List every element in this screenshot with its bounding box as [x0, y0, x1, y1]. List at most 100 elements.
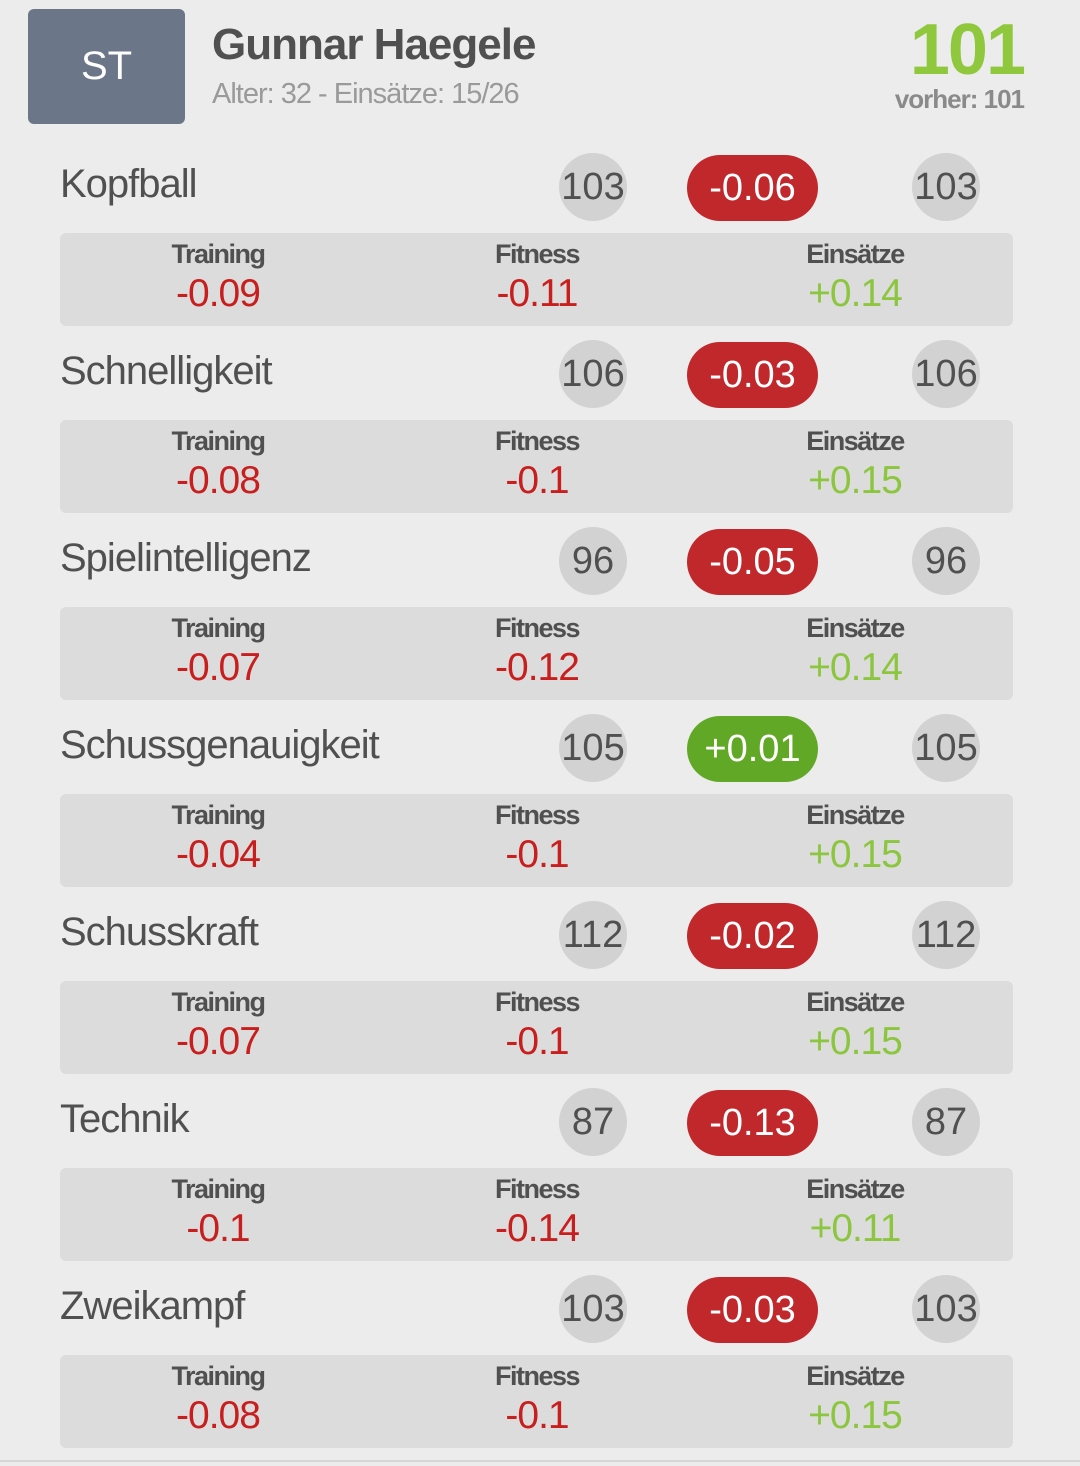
- skill-delta-badge: -0.02: [687, 903, 818, 969]
- player-meta: Alter: 32 - Einsätze: 15/26: [212, 78, 520, 110]
- skill-delta-badge: -0.13: [687, 1090, 818, 1156]
- skill-breakdown: Training -0.04 Fitness -0.1 Einsätze +0.…: [60, 794, 1013, 887]
- einsaetze-value: +0.14: [808, 272, 903, 315]
- training-value: -0.04: [176, 833, 261, 876]
- skill-breakdown: Training -0.08 Fitness -0.1 Einsätze +0.…: [60, 1355, 1013, 1448]
- skill-value-before: 96: [559, 527, 627, 595]
- fitness-column: Fitness -0.1: [417, 981, 657, 1064]
- skill-value-after: 105: [912, 714, 980, 782]
- skill-delta-badge: +0.01: [687, 716, 818, 782]
- training-value: -0.09: [176, 272, 261, 315]
- skill-breakdown: Training -0.1 Fitness -0.14 Einsätze +0.…: [60, 1168, 1013, 1261]
- einsaetze-column: Einsätze +0.11: [735, 1168, 975, 1251]
- training-label: Training: [171, 1174, 266, 1204]
- fitness-column: Fitness -0.12: [417, 607, 657, 690]
- skill-value-before: 106: [559, 340, 627, 408]
- skill-value-before: 87: [559, 1088, 627, 1156]
- einsaetze-column: Einsätze +0.15: [735, 981, 975, 1064]
- skill-delta-badge: -0.03: [687, 1277, 818, 1343]
- fitness-label: Fitness: [494, 426, 581, 456]
- fitness-value: -0.1: [505, 459, 569, 502]
- skill-row: Spielintelligenz 96 -0.05 96 Training -0…: [0, 524, 1080, 711]
- einsaetze-label: Einsätze: [806, 426, 905, 456]
- fitness-label: Fitness: [494, 987, 581, 1017]
- training-label: Training: [171, 613, 266, 643]
- skill-name: Zweikampf: [60, 1284, 245, 1328]
- bottom-divider: [0, 1460, 1080, 1462]
- einsaetze-value: +0.15: [808, 459, 903, 502]
- skill-name: Schnelligkeit: [60, 349, 273, 393]
- training-column: Training -0.08: [98, 1355, 338, 1438]
- training-label: Training: [171, 1361, 266, 1391]
- einsaetze-value: +0.14: [808, 646, 903, 689]
- skill-value-after: 112: [912, 901, 980, 969]
- player-header: ST Gunnar Haegele Alter: 32 - Einsätze: …: [0, 0, 1080, 140]
- training-label: Training: [171, 987, 266, 1017]
- skill-breakdown: Training -0.07 Fitness -0.12 Einsätze +0…: [60, 607, 1013, 700]
- fitness-value: -0.12: [495, 646, 580, 689]
- skill-breakdown: Training -0.08 Fitness -0.1 Einsätze +0.…: [60, 420, 1013, 513]
- einsaetze-value: +0.15: [808, 1394, 903, 1437]
- fitness-value: -0.1: [505, 1020, 569, 1063]
- previous-rating: vorher: 101: [894, 84, 1025, 114]
- skill-value-before: 105: [559, 714, 627, 782]
- einsaetze-column: Einsätze +0.15: [735, 1355, 975, 1438]
- skill-name: Technik: [60, 1097, 190, 1141]
- skill-breakdown: Training -0.07 Fitness -0.1 Einsätze +0.…: [60, 981, 1013, 1074]
- training-label: Training: [171, 426, 266, 456]
- skill-delta-badge: -0.03: [687, 342, 818, 408]
- einsaetze-label: Einsätze: [806, 613, 905, 643]
- training-column: Training -0.04: [98, 794, 338, 877]
- einsaetze-label: Einsätze: [806, 239, 905, 269]
- skill-name: Kopfball: [60, 162, 198, 206]
- skill-value-after: 96: [912, 527, 980, 595]
- training-value: -0.08: [176, 459, 261, 502]
- training-value: -0.07: [176, 646, 261, 689]
- skill-row: Schnelligkeit 106 -0.03 106 Training -0.…: [0, 337, 1080, 524]
- einsaetze-column: Einsätze +0.14: [735, 233, 975, 316]
- skill-row: Kopfball 103 -0.06 103 Training -0.09 Fi…: [0, 150, 1080, 337]
- einsaetze-column: Einsätze +0.15: [735, 794, 975, 877]
- einsaetze-label: Einsätze: [806, 1174, 905, 1204]
- fitness-value: -0.14: [495, 1207, 580, 1250]
- fitness-value: -0.1: [505, 833, 569, 876]
- skill-name: Schussgenauigkeit: [60, 723, 380, 767]
- fitness-label: Fitness: [494, 1361, 581, 1391]
- player-rating: 101: [909, 10, 1026, 90]
- einsaetze-label: Einsätze: [806, 1361, 905, 1391]
- einsaetze-column: Einsätze +0.15: [735, 420, 975, 503]
- fitness-column: Fitness -0.1: [417, 794, 657, 877]
- skill-row: Technik 87 -0.13 87 Training -0.1 Fitnes…: [0, 1085, 1080, 1272]
- training-label: Training: [171, 800, 266, 830]
- training-value: -0.1: [186, 1207, 250, 1250]
- einsaetze-value: +0.15: [808, 833, 903, 876]
- einsaetze-value: +0.15: [808, 1020, 903, 1063]
- fitness-label: Fitness: [494, 800, 581, 830]
- einsaetze-value: +0.11: [809, 1207, 902, 1250]
- training-value: -0.08: [176, 1394, 261, 1437]
- skill-row: Zweikampf 103 -0.03 103 Training -0.08 F…: [0, 1272, 1080, 1459]
- fitness-column: Fitness -0.1: [417, 1355, 657, 1438]
- training-column: Training -0.07: [98, 607, 338, 690]
- fitness-value: -0.11: [496, 272, 579, 315]
- skill-list: Kopfball 103 -0.06 103 Training -0.09 Fi…: [0, 150, 1080, 1459]
- skill-value-after: 106: [912, 340, 980, 408]
- skill-value-before: 112: [559, 901, 627, 969]
- fitness-column: Fitness -0.14: [417, 1168, 657, 1251]
- skill-value-after: 87: [912, 1088, 980, 1156]
- skill-value-before: 103: [559, 1275, 627, 1343]
- training-column: Training -0.1: [98, 1168, 338, 1251]
- fitness-label: Fitness: [494, 239, 581, 269]
- fitness-value: -0.1: [505, 1394, 569, 1437]
- skill-row: Schusskraft 112 -0.02 112 Training -0.07…: [0, 898, 1080, 1085]
- training-column: Training -0.09: [98, 233, 338, 316]
- skill-value-before: 103: [559, 153, 627, 221]
- skill-delta-badge: -0.06: [687, 155, 818, 221]
- training-label: Training: [171, 239, 266, 269]
- skill-name: Schusskraft: [60, 910, 259, 954]
- player-name: Gunnar Haegele: [212, 20, 536, 69]
- position-badge: ST: [28, 9, 185, 124]
- einsaetze-label: Einsätze: [806, 800, 905, 830]
- skill-name: Spielintelligenz: [60, 536, 312, 580]
- skill-value-after: 103: [912, 1275, 980, 1343]
